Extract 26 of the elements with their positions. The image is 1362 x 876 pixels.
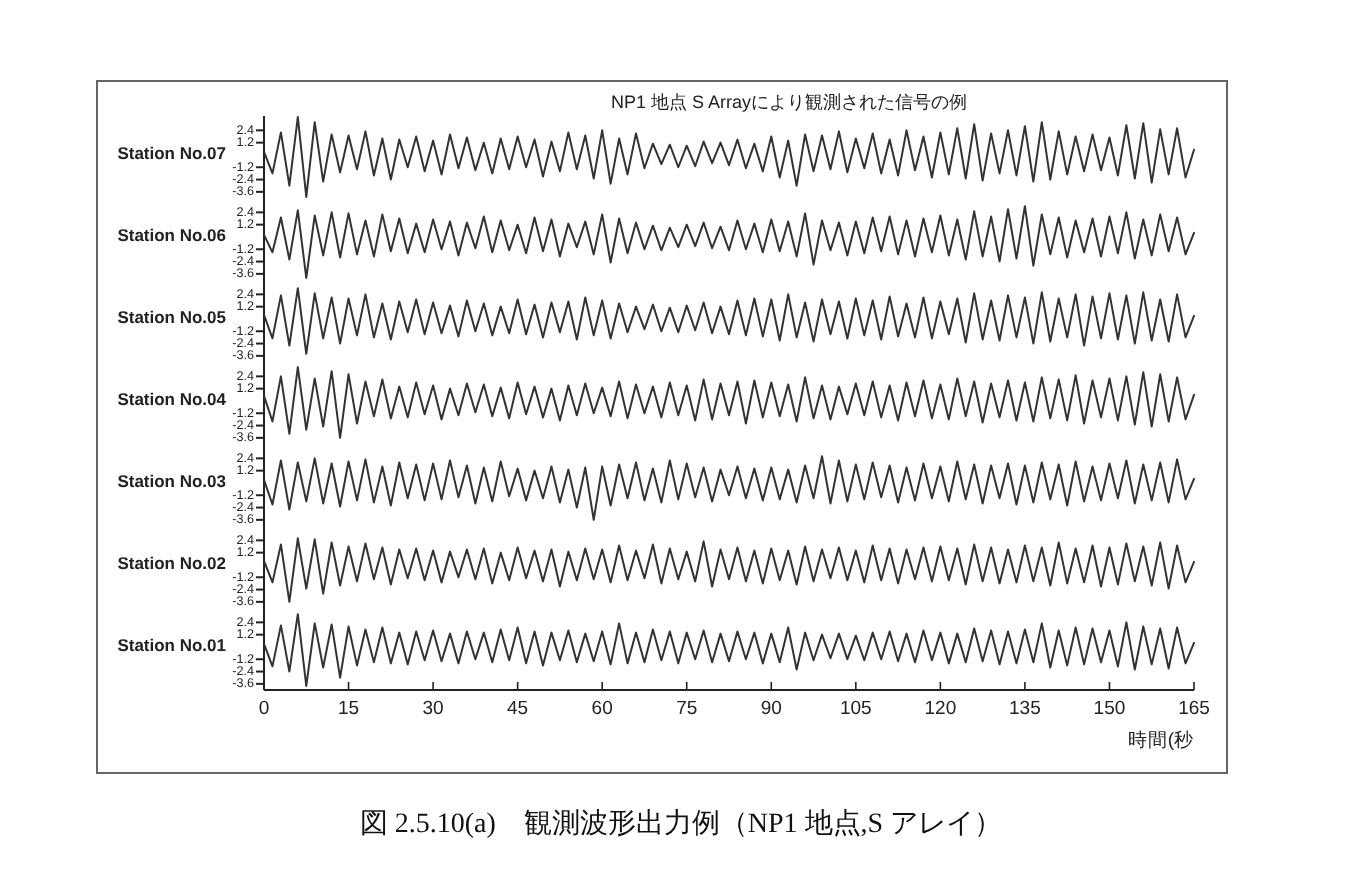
y-axis-title: Station No.02	[117, 553, 227, 574]
x-axis-title: 時間(秒	[1127, 728, 1194, 752]
y-axis-title: Station No.05	[117, 307, 227, 328]
x-tick-label: 150	[1093, 698, 1126, 720]
y-axis-title: Station No.03	[117, 471, 227, 492]
x-tick-label: 60	[591, 698, 613, 720]
x-tick-label: 15	[337, 698, 360, 720]
x-tick-label: 165	[1178, 698, 1210, 720]
x-tick-label: 75	[676, 698, 698, 720]
x-tick-label: 0	[258, 698, 270, 720]
y-axis-title: Station No.01	[117, 635, 227, 656]
line-series	[263, 537, 1195, 603]
x-tick-label: 45	[507, 698, 529, 720]
y-axis-title: Station No.06	[117, 225, 227, 246]
line-series	[263, 205, 1195, 279]
line-series	[263, 366, 1195, 439]
x-tick-label: 135	[1009, 698, 1041, 720]
x-tick-label: 30	[422, 698, 444, 720]
line-series	[263, 455, 1195, 521]
caption: 図 2.5.10(a) 観測波形出力例（NP1 地点,S アレイ）	[359, 808, 1003, 840]
x-tick-label: 105	[839, 698, 872, 720]
y-axis-title: Station No.04	[117, 389, 227, 410]
line-series	[263, 287, 1195, 355]
line-series	[263, 613, 1195, 687]
x-tick-label: 120	[924, 698, 957, 720]
x-tick-label: 90	[760, 698, 782, 720]
